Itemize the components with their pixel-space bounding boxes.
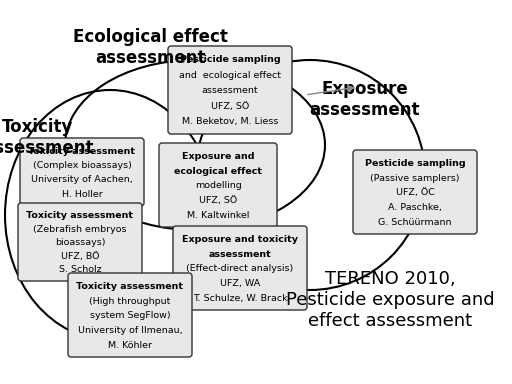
Text: Exposure
assessment: Exposure assessment: [310, 80, 420, 119]
Text: Toxicity
assessment: Toxicity assessment: [0, 118, 93, 157]
Text: University of Ilmenau,: University of Ilmenau,: [78, 326, 182, 335]
FancyBboxPatch shape: [353, 150, 477, 234]
Text: UFZ, WA: UFZ, WA: [220, 279, 260, 288]
Text: H. Holler: H. Holler: [61, 190, 102, 199]
Text: modelling: modelling: [195, 181, 241, 190]
Text: Pesticide sampling: Pesticide sampling: [365, 159, 465, 168]
Text: Pesticide sampling: Pesticide sampling: [180, 55, 280, 65]
Text: (Effect-direct analysis): (Effect-direct analysis): [186, 264, 293, 273]
Text: (High throughput: (High throughput: [89, 296, 170, 306]
Text: assessment: assessment: [202, 86, 259, 95]
Text: Toxicity assessment: Toxicity assessment: [76, 282, 183, 291]
Text: T. Schulze, W. Brack: T. Schulze, W. Brack: [193, 294, 287, 303]
Text: M. Kaltwinkel: M. Kaltwinkel: [187, 211, 249, 220]
FancyBboxPatch shape: [173, 226, 307, 310]
Text: University of Aachen,: University of Aachen,: [31, 175, 133, 184]
Text: and  ecological effect: and ecological effect: [179, 71, 281, 80]
Text: UFZ, SÖ: UFZ, SÖ: [211, 102, 249, 111]
FancyBboxPatch shape: [18, 203, 142, 281]
Text: Exposure and: Exposure and: [182, 152, 254, 161]
Text: (Complex bioassays): (Complex bioassays): [33, 161, 132, 170]
Text: TERENO 2010,
Pesticide exposure and
effect assessment: TERENO 2010, Pesticide exposure and effe…: [286, 270, 494, 330]
FancyBboxPatch shape: [159, 143, 277, 227]
Text: system SegFlow): system SegFlow): [90, 311, 170, 320]
Text: assessment: assessment: [208, 250, 271, 258]
Text: (Passive samplers): (Passive samplers): [370, 174, 460, 182]
Text: bioassays): bioassays): [55, 238, 105, 247]
Text: M. Beketov, M. Liess: M. Beketov, M. Liess: [182, 117, 278, 126]
Text: M. Köhler: M. Köhler: [108, 341, 152, 350]
FancyBboxPatch shape: [168, 46, 292, 134]
Text: Ecological effect
assessment: Ecological effect assessment: [73, 28, 227, 67]
Text: S. Scholz: S. Scholz: [59, 265, 101, 274]
FancyBboxPatch shape: [20, 138, 144, 206]
Text: Toxicity assessment: Toxicity assessment: [29, 147, 136, 156]
Text: Exposure and toxicity: Exposure and toxicity: [182, 235, 298, 244]
Text: UFZ, SÖ: UFZ, SÖ: [199, 196, 237, 205]
Text: ecological effect: ecological effect: [174, 167, 262, 175]
Text: G. Schüürmann: G. Schüürmann: [378, 218, 452, 227]
Text: A. Paschke,: A. Paschke,: [388, 203, 442, 212]
Text: UFZ, BÖ: UFZ, BÖ: [61, 252, 99, 261]
Text: UFZ, ÖC: UFZ, ÖC: [396, 188, 435, 197]
Text: (Zebrafish embryos: (Zebrafish embryos: [33, 225, 127, 233]
FancyBboxPatch shape: [68, 273, 192, 357]
Text: Toxicity assessment: Toxicity assessment: [27, 211, 134, 220]
